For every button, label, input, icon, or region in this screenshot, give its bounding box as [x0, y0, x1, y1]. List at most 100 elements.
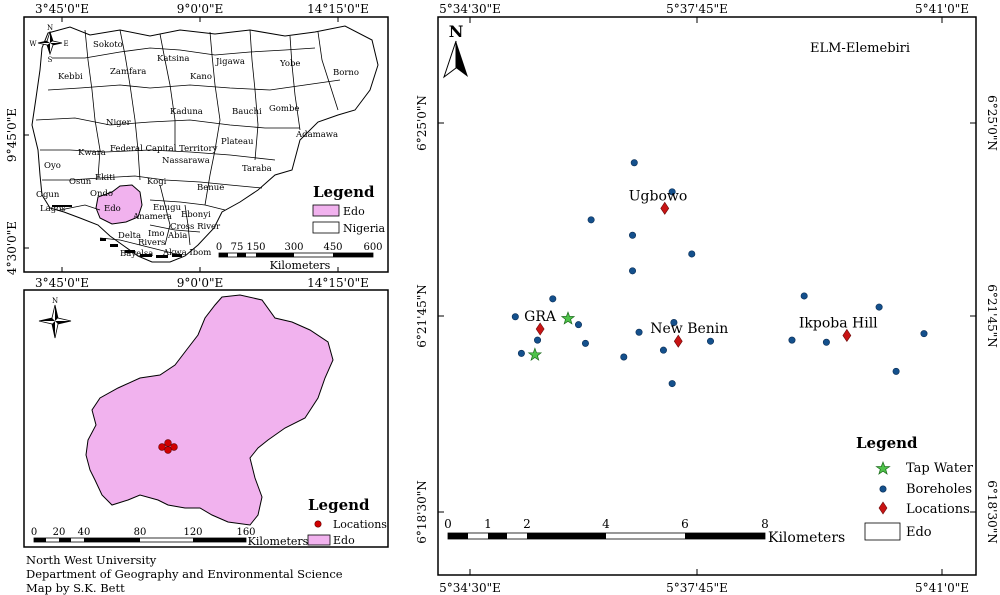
- nigeria-edo-highlight: [95, 184, 143, 225]
- nigeria-frame-ticks: [24, 17, 339, 272]
- borehole-marker: [668, 380, 676, 388]
- study-legend-edo-label: Edo: [906, 525, 932, 540]
- study-lon-label-top-2: 5°37'45"E: [666, 2, 728, 16]
- edo-location-markers: [158, 439, 178, 454]
- edo-location-dot: [164, 439, 172, 447]
- study-legend-borehole-label: Boreholes: [906, 482, 972, 497]
- borehole-marker: [511, 313, 519, 321]
- study-lon-label-top-3: 5°41'0"E: [915, 2, 969, 16]
- state-label: Abia: [167, 231, 187, 241]
- state-label: Benue: [197, 183, 224, 193]
- location-marker: [673, 334, 683, 348]
- edo-scale-tick: 40: [78, 527, 91, 538]
- borehole-marker: [788, 336, 796, 344]
- edo-legend-locations-label: Locations: [333, 518, 387, 531]
- edo-map-panel: N Legend Locations Edo 0 20 40 80 120 16…: [23, 289, 389, 548]
- state-label: Sokoto: [93, 40, 123, 50]
- borehole-marker: [688, 250, 696, 258]
- edo-scale-tick: 20: [53, 527, 66, 538]
- state-label: Taraba: [242, 164, 272, 174]
- borehole-marker: [620, 353, 628, 361]
- study-lat-label-left-3: 6°18'30"N: [415, 480, 429, 544]
- study-scale-tick: 4: [602, 517, 610, 531]
- nigeria-legend: Legend Edo Nigeria: [312, 183, 385, 235]
- state-label: Bayelsa: [120, 249, 153, 259]
- state-label: Kebbi: [58, 72, 83, 82]
- state-label: Enugu: [153, 203, 182, 213]
- nigeria-map-panel: 3°45'0"E 9°0'0"E 14°15'0"E 3°45'0"E 9°0'…: [5, 2, 389, 290]
- nigeria-legend-title: Legend: [313, 183, 375, 201]
- study-lon-label-bottom-2: 5°37'45"E: [666, 581, 728, 595]
- borehole-marker: [534, 336, 542, 344]
- study-scale-bar: 0 1 2 4 6 8 Kilometers: [444, 517, 845, 546]
- borehole-marker: [587, 216, 595, 224]
- study-map-title: ELM-Elemebiri: [810, 41, 910, 56]
- study-legend-location-symbol: [878, 501, 888, 515]
- borehole-marker: [670, 319, 678, 327]
- borehole-marker: [581, 339, 589, 347]
- nigeria-lon-label-bottom-2: 9°0'0"E: [177, 276, 223, 290]
- state-label: Federal Capital Territory: [110, 144, 218, 154]
- location-marker: [842, 328, 852, 342]
- borehole-marker: [875, 303, 883, 311]
- state-label: Cross River: [170, 222, 221, 232]
- nigeria-lon-label-bottom-1: 3°45'0"E: [35, 276, 89, 290]
- borehole-marker: [822, 338, 830, 346]
- state-label: Bauchi: [232, 107, 262, 117]
- nigeria-compass-n: N: [47, 24, 53, 32]
- study-legend: Legend Tap Water Boreholes Locations: [856, 434, 974, 517]
- study-north-label: N: [449, 22, 464, 41]
- edo-scale-bar: 0 20 40 80 120 160 Kilometers: [31, 527, 309, 548]
- edo-state-shape: [85, 294, 334, 526]
- borehole-marker: [630, 159, 638, 167]
- state-label: Katsina: [157, 54, 189, 64]
- study-legend-title: Legend: [856, 434, 918, 452]
- state-label: Nassarawa: [162, 156, 210, 166]
- state-label: Borno: [333, 68, 359, 78]
- nigeria-scale-tick: 450: [323, 242, 342, 253]
- study-legend-borehole-symbol: [879, 485, 887, 493]
- borehole-marker: [629, 267, 637, 275]
- state-label: Akwa Ibom: [162, 248, 211, 258]
- study-legend-location-label: Locations: [906, 502, 970, 517]
- borehole-marker: [517, 349, 525, 357]
- location-marker: [535, 322, 545, 336]
- nigeria-lon-label-top-1: 3°45'0"E: [35, 2, 89, 16]
- nigeria-lat-label-2: 4°30'0"E: [5, 221, 19, 275]
- nigeria-compass-w: W: [29, 40, 37, 48]
- state-label: Kano: [190, 72, 212, 82]
- nigeria-state-labels: Sokoto Katsina Jigawa Yobe Borno Zamfara…: [36, 40, 359, 259]
- nigeria-lon-label-top-2: 9°0'0"E: [177, 2, 223, 16]
- state-label: Oyo: [44, 161, 61, 171]
- study-lon-label-bottom-1: 5°34'30"E: [439, 581, 501, 595]
- study-lon-label-top-1: 5°34'30"E: [439, 2, 501, 16]
- edo-scale-tick: 0: [31, 527, 37, 538]
- state-label: Osun: [69, 177, 92, 187]
- edo-scale-tick: 80: [134, 527, 147, 538]
- borehole-marker: [574, 321, 582, 329]
- state-label: Ekiti: [95, 173, 115, 183]
- state-label: Anamera: [132, 212, 172, 222]
- study-points-layer: Ugbowo GRA New Benin Ikpoba Hill: [511, 159, 928, 388]
- borehole-marker: [707, 337, 715, 345]
- tap-water-marker: [527, 347, 543, 361]
- edo-legend-locations-symbol: [314, 520, 322, 528]
- study-legend-tap-symbol: [875, 461, 891, 475]
- study-lat-label-right-1: 6°25'0"N: [985, 95, 999, 151]
- borehole-marker: [892, 367, 900, 375]
- credit-line: North West University: [26, 553, 157, 567]
- edo-scale-tick: 160: [236, 527, 255, 538]
- state-label: Lagos: [40, 204, 66, 214]
- location-label: GRA: [524, 309, 557, 325]
- study-scale-tick: 6: [681, 517, 689, 531]
- edo-location-dot: [164, 446, 172, 454]
- state-label: Edo: [104, 204, 121, 214]
- edo-compass-n: N: [52, 297, 58, 305]
- state-label: Ondo: [90, 189, 113, 199]
- location-label: New Benin: [650, 321, 728, 337]
- location-label: Ikpoba Hill: [799, 315, 878, 331]
- nigeria-scale-tick: 600: [363, 242, 382, 253]
- borehole-marker: [629, 231, 637, 239]
